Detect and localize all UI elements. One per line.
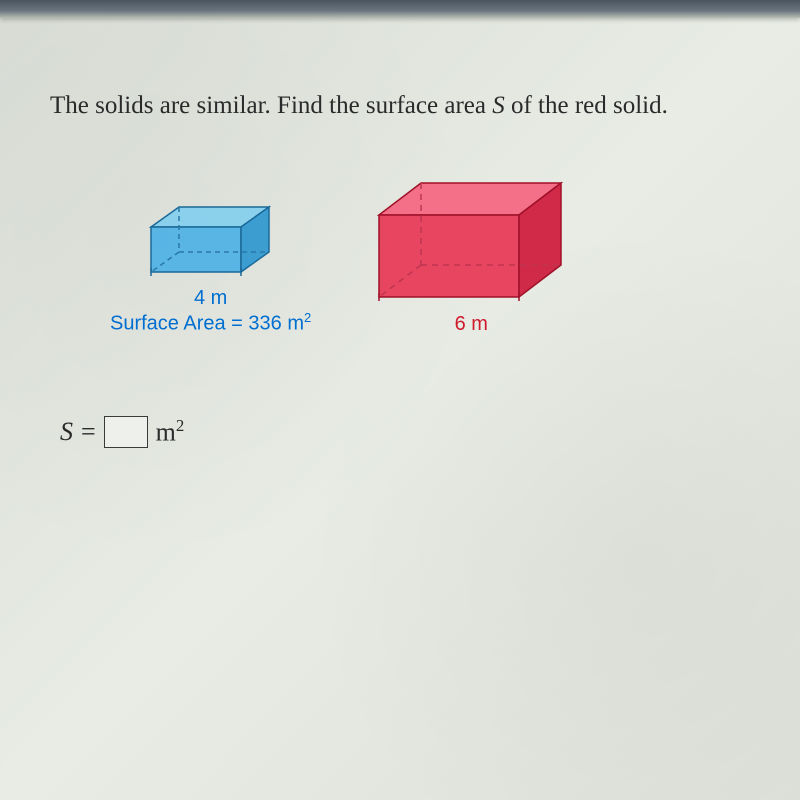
blue-solid-group: 4 m Surface Area = 336 m2 — [110, 202, 311, 336]
answer-row: S = m2 — [60, 416, 760, 448]
blue-solid-svg — [146, 202, 276, 282]
red-solid-group: 6 m — [371, 178, 571, 336]
answer-unit-exp: 2 — [176, 416, 184, 435]
red-solid-svg — [371, 178, 571, 308]
page-edge-shadow — [0, 0, 800, 18]
blue-dimension-label: 4 m — [194, 287, 227, 310]
blue-sa-text: Surface Area = 336 m — [110, 313, 304, 335]
blue-front-face — [151, 227, 241, 272]
problem-text-1: The solids are similar. Find the surface… — [50, 92, 492, 119]
answer-unit: m2 — [156, 416, 185, 448]
problem-variable: S — [492, 92, 505, 119]
answer-equals: = — [81, 417, 96, 447]
red-dimension-label: 6 m — [455, 313, 488, 336]
answer-unit-m: m — [156, 417, 176, 446]
blue-surface-area-label: Surface Area = 336 m2 — [110, 310, 311, 336]
answer-variable: S — [60, 417, 73, 447]
red-front-face — [379, 215, 519, 297]
problem-statement: The solids are similar. Find the surface… — [50, 90, 760, 123]
solids-diagram-row: 4 m Surface Area = 336 m2 — [110, 178, 760, 336]
answer-input-box[interactable] — [104, 416, 148, 448]
problem-text-2: of the red solid. — [505, 92, 668, 119]
blue-sa-exp: 2 — [304, 310, 311, 325]
problem-content: The solids are similar. Find the surface… — [0, 0, 800, 488]
